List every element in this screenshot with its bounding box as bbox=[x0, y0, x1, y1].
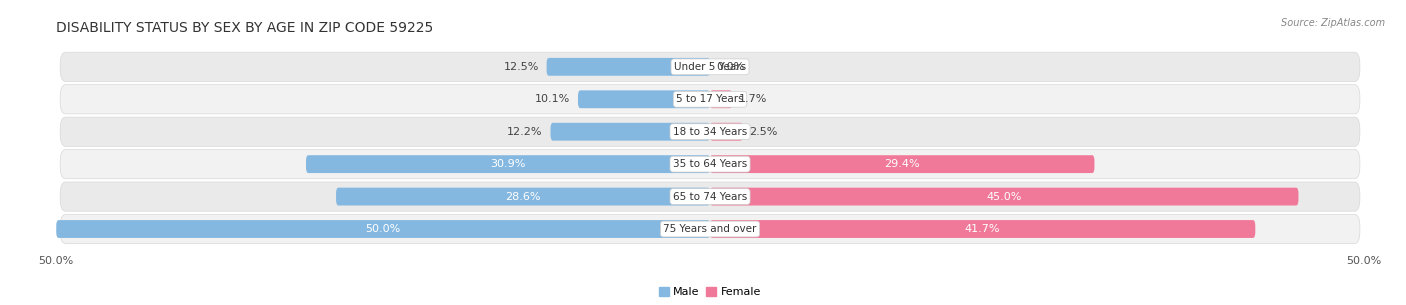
Text: 29.4%: 29.4% bbox=[884, 159, 920, 169]
FancyBboxPatch shape bbox=[710, 155, 1094, 173]
FancyBboxPatch shape bbox=[60, 85, 1360, 114]
Text: 41.7%: 41.7% bbox=[965, 224, 1001, 234]
Text: 12.2%: 12.2% bbox=[508, 127, 543, 137]
Text: 1.7%: 1.7% bbox=[738, 94, 768, 104]
FancyBboxPatch shape bbox=[307, 155, 710, 173]
FancyBboxPatch shape bbox=[710, 188, 1298, 206]
Text: 0.0%: 0.0% bbox=[717, 62, 745, 72]
FancyBboxPatch shape bbox=[578, 90, 710, 108]
FancyBboxPatch shape bbox=[710, 123, 742, 141]
FancyBboxPatch shape bbox=[710, 220, 1256, 238]
Legend: Male, Female: Male, Female bbox=[654, 282, 766, 302]
Text: 18 to 34 Years: 18 to 34 Years bbox=[673, 127, 747, 137]
FancyBboxPatch shape bbox=[547, 58, 710, 76]
FancyBboxPatch shape bbox=[336, 188, 710, 206]
Text: 75 Years and over: 75 Years and over bbox=[664, 224, 756, 234]
Text: 12.5%: 12.5% bbox=[503, 62, 538, 72]
Text: 35 to 64 Years: 35 to 64 Years bbox=[673, 159, 747, 169]
Text: 5 to 17 Years: 5 to 17 Years bbox=[676, 94, 744, 104]
Text: Under 5 Years: Under 5 Years bbox=[673, 62, 747, 72]
FancyBboxPatch shape bbox=[60, 117, 1360, 146]
Text: 28.6%: 28.6% bbox=[505, 192, 541, 202]
FancyBboxPatch shape bbox=[60, 182, 1360, 211]
FancyBboxPatch shape bbox=[60, 149, 1360, 179]
Text: DISABILITY STATUS BY SEX BY AGE IN ZIP CODE 59225: DISABILITY STATUS BY SEX BY AGE IN ZIP C… bbox=[56, 21, 433, 35]
Text: 50.0%: 50.0% bbox=[366, 224, 401, 234]
FancyBboxPatch shape bbox=[56, 220, 710, 238]
FancyBboxPatch shape bbox=[710, 90, 733, 108]
Text: 2.5%: 2.5% bbox=[749, 127, 778, 137]
Text: 45.0%: 45.0% bbox=[987, 192, 1022, 202]
FancyBboxPatch shape bbox=[551, 123, 710, 141]
Text: Source: ZipAtlas.com: Source: ZipAtlas.com bbox=[1281, 18, 1385, 28]
FancyBboxPatch shape bbox=[60, 52, 1360, 81]
Text: 65 to 74 Years: 65 to 74 Years bbox=[673, 192, 747, 202]
FancyBboxPatch shape bbox=[60, 214, 1360, 244]
Text: 30.9%: 30.9% bbox=[491, 159, 526, 169]
Text: 10.1%: 10.1% bbox=[534, 94, 569, 104]
